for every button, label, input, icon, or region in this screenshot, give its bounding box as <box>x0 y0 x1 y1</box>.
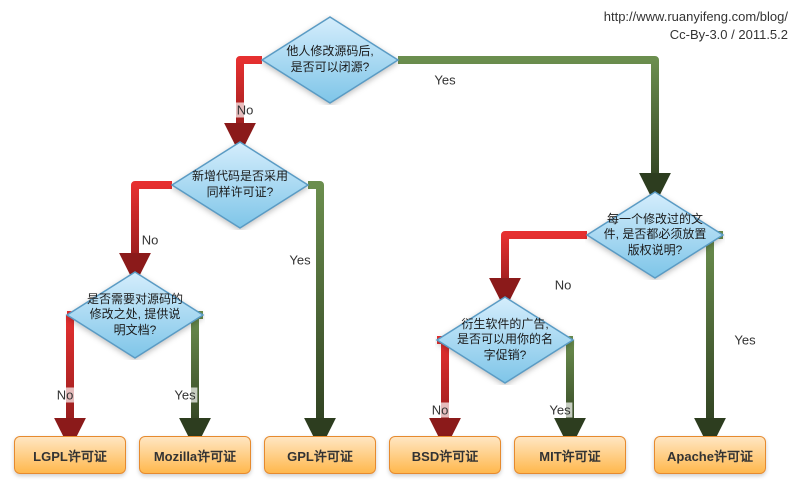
decision-q4-text: 每一个修改过的文 件, 是否都必须放置 版权说明? <box>585 190 725 280</box>
edge-label-q2-gpl: Yes <box>287 253 312 268</box>
edge-label-q4-q5: No <box>553 278 574 293</box>
edge-q1-q2 <box>240 60 262 142</box>
decision-q3: 是否需要对源码的 修改之处, 提供说 明文档? <box>65 270 205 360</box>
edge-label-q1-q4: Yes <box>432 73 457 88</box>
edge-label-q5-bsd: No <box>430 403 451 418</box>
edge-label-q1-q2: No <box>235 103 256 118</box>
edge-label-q3-lgpl: No <box>55 388 76 403</box>
attribution-license: Cc-By-3.0 / 2011.5.2 <box>604 26 788 44</box>
decision-q3-text: 是否需要对源码的 修改之处, 提供说 明文档? <box>65 270 205 360</box>
decision-q2: 新增代码是否采用 同样许可证? <box>170 140 310 230</box>
attribution-url: http://www.ruanyifeng.com/blog/ <box>604 8 788 26</box>
edge-label-q4-apache: Yes <box>732 333 757 348</box>
edge-q2-q3 <box>135 185 172 272</box>
edge-label-q3-mozilla: Yes <box>172 388 197 403</box>
decision-q2-text: 新增代码是否采用 同样许可证? <box>170 140 310 230</box>
license-mit: MIT许可证 <box>514 436 626 474</box>
decision-q1: 他人修改源码后, 是否可以闭源? <box>260 15 400 105</box>
decision-q1-text: 他人修改源码后, 是否可以闭源? <box>260 15 400 105</box>
license-bsd: BSD许可证 <box>389 436 501 474</box>
license-gpl: GPL许可证 <box>264 436 376 474</box>
license-lgpl: LGPL许可证 <box>14 436 126 474</box>
license-apache: Apache许可证 <box>654 436 766 474</box>
attribution: http://www.ruanyifeng.com/blog/ Cc-By-3.… <box>604 8 788 44</box>
edge-label-q5-mit: Yes <box>547 403 572 418</box>
decision-q4: 每一个修改过的文 件, 是否都必须放置 版权说明? <box>585 190 725 280</box>
decision-q5-text: 衍生软件的广告, 是否可以用你的名 字促销? <box>435 295 575 385</box>
edge-q4-q5 <box>505 235 587 297</box>
license-mozilla: Mozilla许可证 <box>139 436 251 474</box>
edge-label-q2-q3: No <box>140 233 161 248</box>
decision-q5: 衍生软件的广告, 是否可以用你的名 字促销? <box>435 295 575 385</box>
